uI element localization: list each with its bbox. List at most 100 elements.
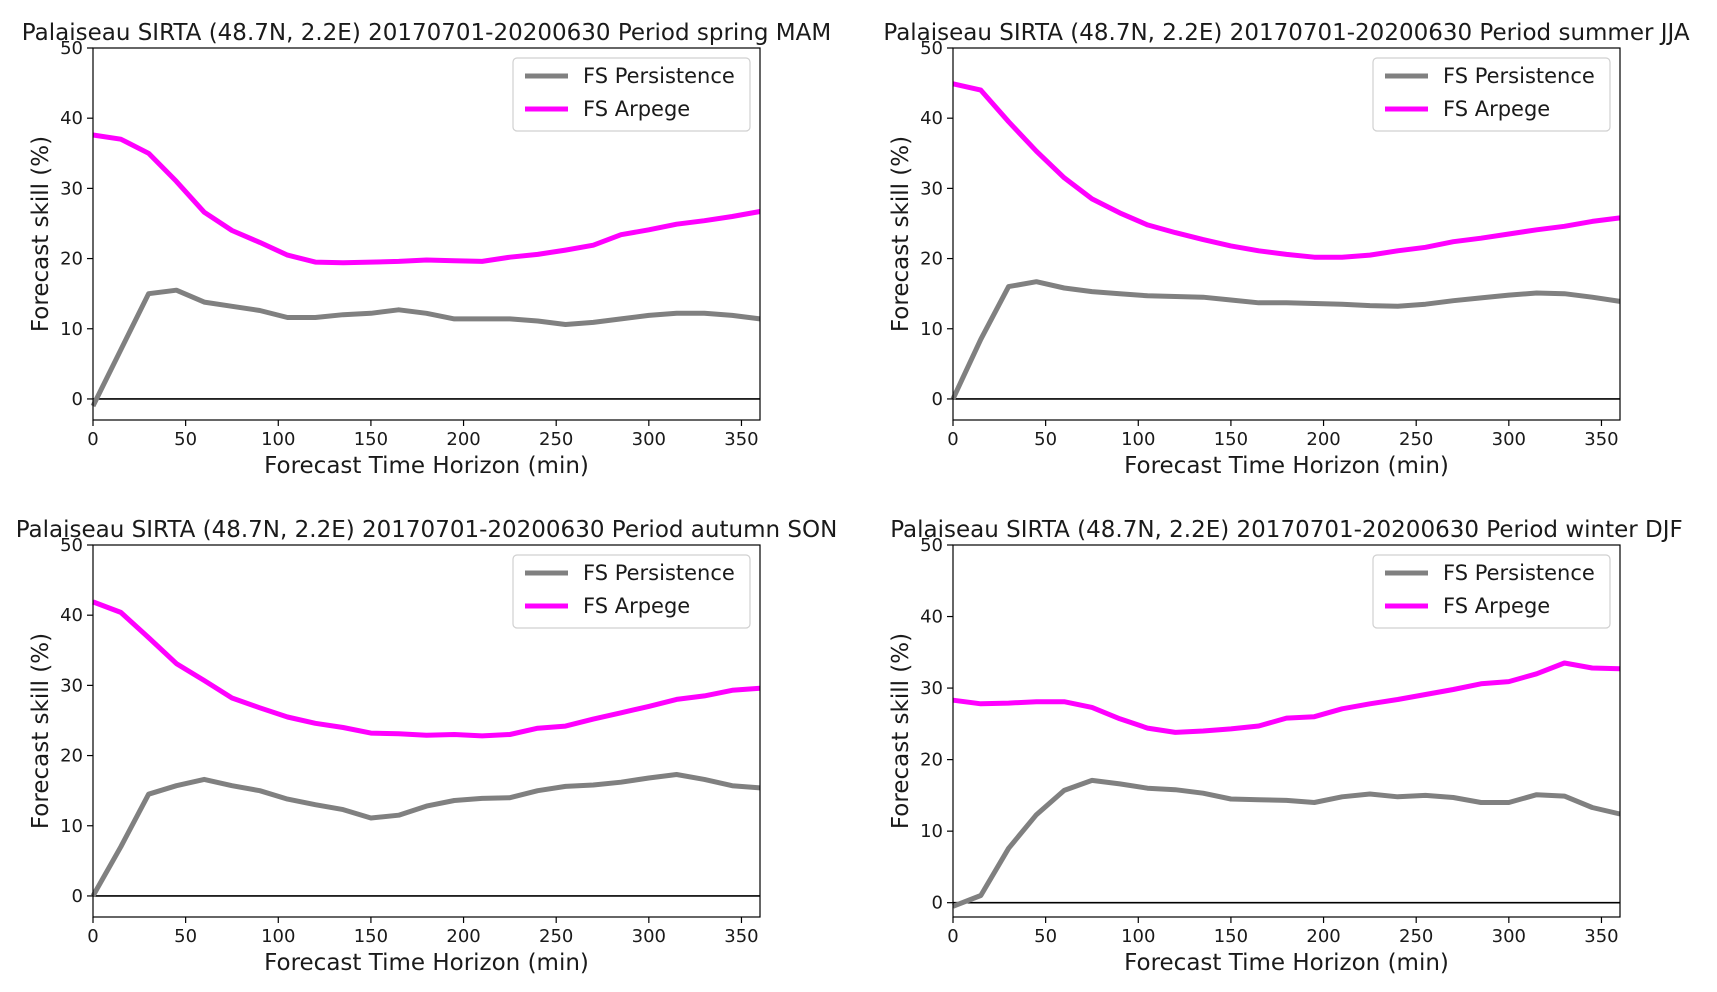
y-tick-label: 30	[60, 675, 83, 696]
x-tick-label: 300	[632, 926, 666, 947]
chart-title: Palaiseau SIRTA (48.7N, 2.2E) 20170701-2…	[883, 20, 1690, 46]
plot-frame	[952, 47, 1621, 421]
y-tick-label: 30	[920, 678, 943, 699]
x-tick-label: 200	[446, 429, 480, 450]
y-axis-label: Forecast skill (%)	[28, 633, 54, 829]
x-tick-label: 50	[174, 429, 197, 450]
chart-title: Palaiseau SIRTA (48.7N, 2.2E) 20170701-2…	[890, 517, 1683, 543]
legend-label: FS Arpege	[1443, 594, 1550, 618]
x-tick-label: 150	[354, 429, 388, 450]
legend-label: FS Persistence	[583, 64, 735, 88]
chart-panel-winter: Palaiseau SIRTA (48.7N, 2.2E) 20170701-2…	[860, 497, 1715, 992]
chart-svg-winter: Palaiseau SIRTA (48.7N, 2.2E) 20170701-2…	[888, 517, 1683, 976]
x-tick-label: 300	[1492, 926, 1526, 947]
legend-label: FS Arpege	[583, 594, 690, 618]
x-tick-label: 100	[1121, 926, 1155, 947]
x-tick-label: 200	[1306, 926, 1340, 947]
y-tick-label: 20	[60, 746, 83, 767]
y-tick-label: 20	[60, 249, 83, 270]
series-line-fs-arpege	[92, 132, 761, 266]
legend: FS Persistence FS Arpege	[512, 554, 751, 629]
x-tick-label: 50	[1034, 429, 1057, 450]
legend-box	[1372, 554, 1611, 629]
legend-label: FS Arpege	[1443, 97, 1550, 121]
x-axis-label: Forecast Time Horizon (min)	[1124, 453, 1449, 479]
x-tick-label: 250	[539, 926, 573, 947]
y-tick-label: 20	[920, 249, 943, 270]
x-tick-label: 200	[1306, 429, 1340, 450]
chart-svg-summer: Palaiseau SIRTA (48.7N, 2.2E) 20170701-2…	[883, 20, 1690, 479]
y-tick-label: 40	[920, 108, 943, 129]
x-tick-label: 50	[174, 926, 197, 947]
y-tick-label: 40	[60, 108, 83, 129]
legend: FS Persistence FS Arpege	[512, 57, 751, 132]
plot-frame	[92, 47, 761, 421]
y-axis-label: Forecast skill (%)	[888, 633, 914, 829]
y-tick-label: 10	[920, 319, 943, 340]
y-tick-label: 0	[72, 886, 83, 907]
y-tick-label: 20	[920, 750, 943, 771]
y-tick-label: 30	[60, 178, 83, 199]
series-line-fs-persistence	[950, 279, 1621, 400]
x-tick-label: 50	[1034, 926, 1057, 947]
y-tick-label: 50	[60, 38, 83, 59]
y-tick-label: 30	[920, 178, 943, 199]
y-axis-label: Forecast skill (%)	[888, 136, 914, 332]
y-tick-label: 50	[920, 535, 943, 556]
legend: FS Persistence FS Arpege	[1372, 57, 1611, 132]
x-axis-label: Forecast Time Horizon (min)	[1124, 950, 1449, 976]
x-tick-label: 350	[724, 926, 758, 947]
chart-panel-autumn: Palaiseau SIRTA (48.7N, 2.2E) 20170701-2…	[0, 497, 855, 992]
y-tick-label: 40	[920, 607, 943, 628]
legend-label: FS Arpege	[583, 97, 690, 121]
y-tick-label: 10	[60, 319, 83, 340]
series-line-fs-arpege	[952, 81, 1621, 260]
x-tick-label: 300	[632, 429, 666, 450]
x-tick-label: 250	[539, 429, 573, 450]
chart-svg-spring: Palaiseau SIRTA (48.7N, 2.2E) 20170701-2…	[22, 20, 831, 479]
series-line-fs-persistence	[90, 772, 761, 898]
y-axis-label: Forecast skill (%)	[28, 136, 54, 332]
x-tick-label: 0	[87, 429, 98, 450]
y-tick-label: 0	[932, 389, 943, 410]
x-axis-label: Forecast Time Horizon (min)	[264, 453, 589, 479]
x-tick-label: 0	[947, 926, 958, 947]
legend-box	[512, 57, 751, 132]
chart-panel-summer: Palaiseau SIRTA (48.7N, 2.2E) 20170701-2…	[860, 0, 1715, 495]
x-tick-label: 250	[1399, 926, 1433, 947]
x-tick-label: 150	[1214, 926, 1248, 947]
legend-box	[1372, 57, 1611, 132]
x-tick-label: 350	[1584, 926, 1618, 947]
x-tick-label: 0	[87, 926, 98, 947]
plot-frame	[952, 544, 1621, 918]
legend-box	[512, 554, 751, 629]
x-tick-label: 100	[261, 926, 295, 947]
series-line-fs-persistence	[90, 287, 761, 408]
legend-label: FS Persistence	[1443, 561, 1595, 585]
x-tick-label: 0	[947, 429, 958, 450]
x-tick-label: 350	[1584, 429, 1618, 450]
chart-title: Palaiseau SIRTA (48.7N, 2.2E) 20170701-2…	[16, 517, 838, 543]
x-tick-label: 200	[446, 926, 480, 947]
x-tick-label: 250	[1399, 429, 1433, 450]
legend-label: FS Persistence	[1443, 64, 1595, 88]
y-tick-label: 0	[932, 893, 943, 914]
chart-svg-autumn: Palaiseau SIRTA (48.7N, 2.2E) 20170701-2…	[16, 517, 838, 976]
y-tick-label: 10	[920, 821, 943, 842]
series-line-fs-persistence	[952, 777, 1621, 909]
x-tick-label: 300	[1492, 429, 1526, 450]
y-tick-label: 40	[60, 605, 83, 626]
y-tick-label: 50	[60, 535, 83, 556]
x-tick-label: 100	[261, 429, 295, 450]
y-tick-label: 50	[920, 38, 943, 59]
x-tick-label: 100	[1121, 429, 1155, 450]
series-line-fs-arpege	[92, 599, 761, 739]
legend: FS Persistence FS Arpege	[1372, 554, 1611, 629]
chart-title: Palaiseau SIRTA (48.7N, 2.2E) 20170701-2…	[22, 20, 831, 46]
x-tick-label: 150	[1214, 429, 1248, 450]
y-tick-label: 0	[72, 389, 83, 410]
x-tick-label: 350	[724, 429, 758, 450]
plot-frame	[92, 544, 761, 918]
legend-label: FS Persistence	[583, 561, 735, 585]
y-tick-label: 10	[60, 816, 83, 837]
